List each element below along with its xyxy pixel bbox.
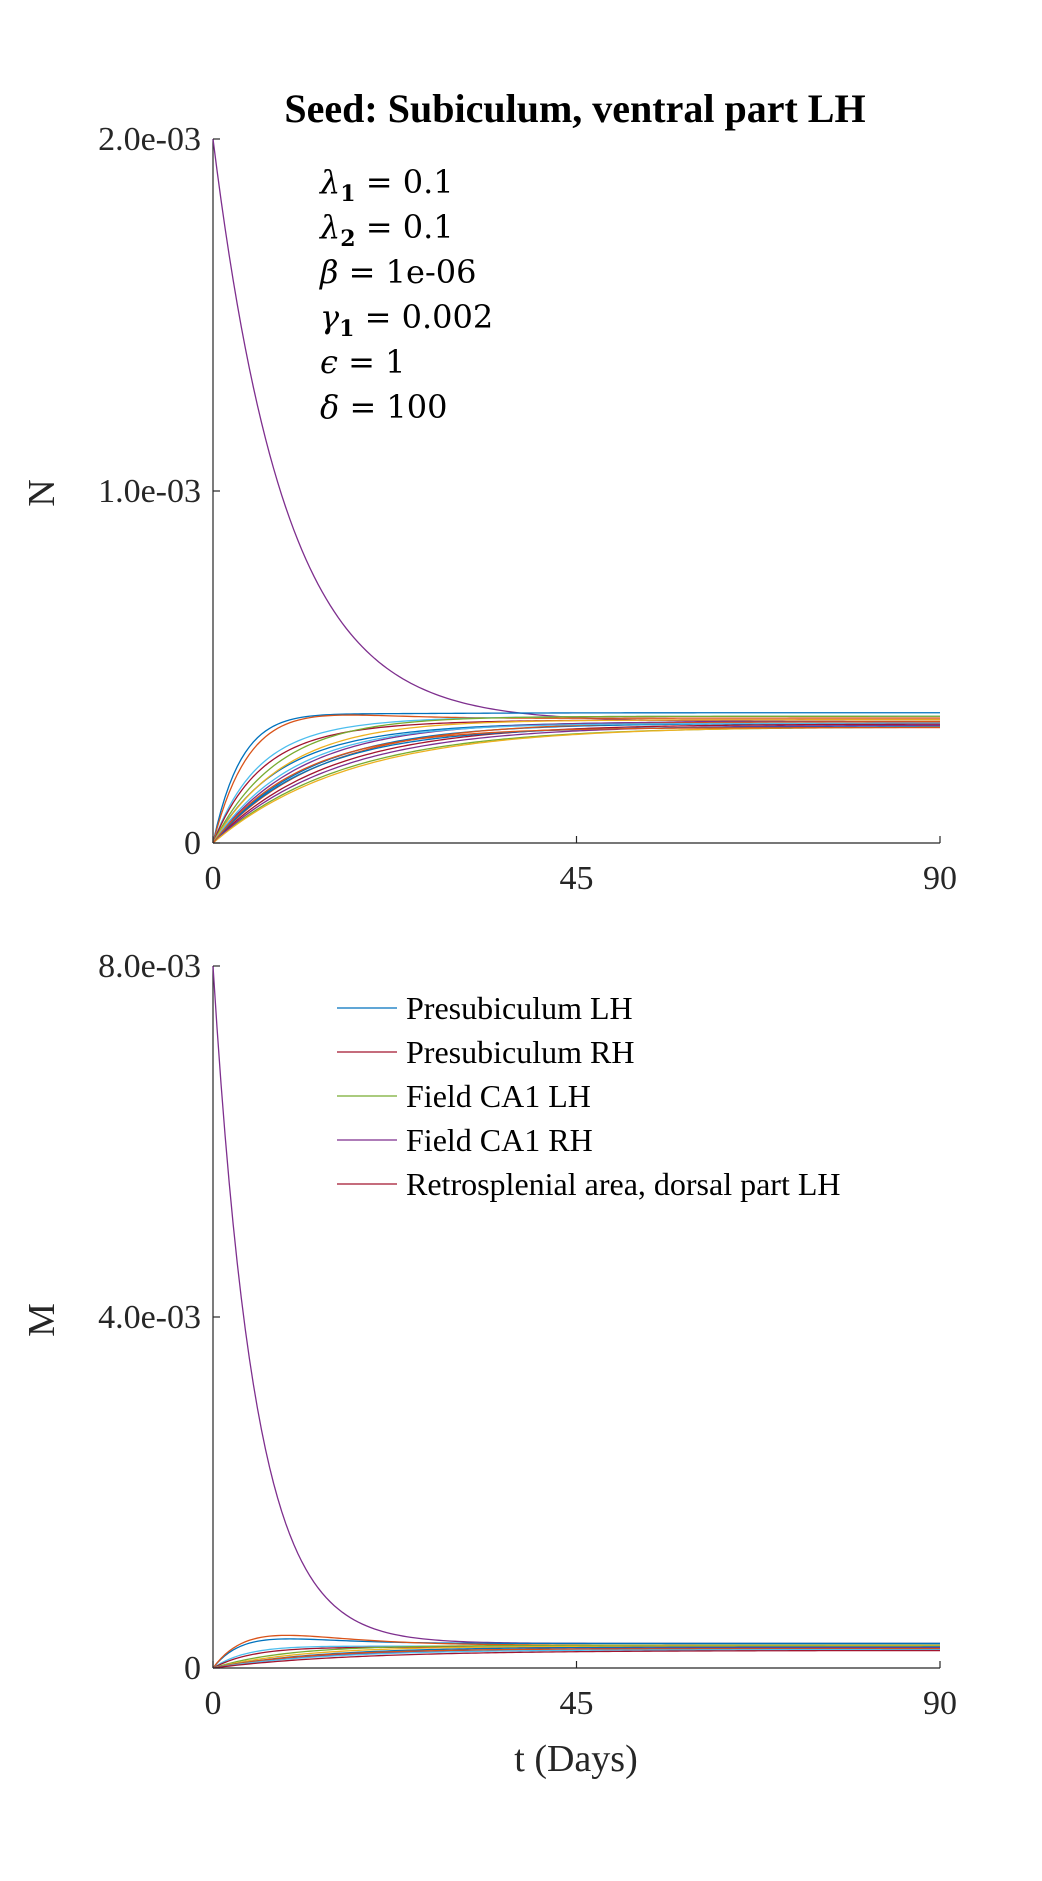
chart-title: Seed: Subiculum, ventral part LH	[284, 86, 865, 131]
series-line-17	[212, 726, 940, 844]
y-tick-label: 0	[184, 825, 201, 862]
series-line-13	[212, 726, 941, 844]
series-line-6	[212, 1645, 940, 1669]
series-line-16	[212, 726, 941, 844]
legend-label: Presubiculum RH	[406, 1034, 634, 1070]
x-axis-label: t (Days)	[514, 1738, 637, 1780]
series-line-15	[212, 726, 941, 844]
series-line-4	[212, 719, 940, 844]
x-tick-label: 45	[560, 860, 594, 897]
x-tick-label: 0	[205, 860, 222, 897]
series-group-n	[212, 138, 941, 844]
legend: Presubiculum LH Presubiculum RH Field CA1 …	[337, 990, 841, 1202]
series-line-1	[212, 1638, 940, 1669]
parameter-line: γ1 = 0.002	[320, 298, 493, 342]
parameter-line: β = 1e-06	[319, 253, 476, 291]
series-line-6	[212, 715, 940, 844]
y-tick-label: 1.0e-03	[98, 473, 201, 510]
y-axis-label-n: N	[21, 479, 63, 506]
legend-label: Field CA1 LH	[406, 1078, 591, 1114]
legend-label: Field CA1 RH	[406, 1122, 593, 1158]
plot-area-m: 0 45 90 0 4.0e-03 8.0e-03	[98, 948, 957, 1722]
y-tick-label: 2.0e-03	[98, 121, 201, 158]
y-tick-label: 8.0e-03	[98, 948, 201, 985]
x-tick-label: 45	[560, 1685, 594, 1722]
plot-area-n: 0 45 90 0 1.0e-03 2.0e-03	[98, 121, 957, 897]
legend-label: Retrosplenial area, dorsal part LH	[406, 1166, 841, 1202]
x-tick-label: 0	[205, 1685, 222, 1722]
series-line-11	[212, 722, 941, 844]
series-line-10	[212, 1648, 940, 1669]
series-line-12	[212, 723, 940, 844]
series-line-1	[212, 712, 940, 844]
panel-m: 0 45 90 0 4.0e-03 8.0e-03 M t (Days) Presubic…	[21, 948, 957, 1780]
series-line-5	[212, 1644, 940, 1669]
ticks-m: 0 45 90 0 4.0e-03 8.0e-03	[98, 948, 957, 1722]
ticks-n: 0 45 90 0 1.0e-03 2.0e-03	[98, 121, 957, 897]
x-tick-label: 90	[923, 860, 957, 897]
series-line-9	[212, 1648, 940, 1669]
parameter-line: ϵ = 1	[320, 343, 405, 381]
series-group-m	[212, 965, 940, 1669]
series-line-11	[212, 1649, 940, 1669]
series-line-2	[212, 714, 940, 844]
legend-label: Presubiculum LH	[406, 990, 633, 1026]
parameter-line: λ1 = 0.1	[318, 163, 454, 207]
series-line-14	[212, 724, 941, 844]
y-tick-label: 0	[184, 1650, 201, 1687]
series-line-9	[212, 722, 940, 844]
panel-n: Seed: Subiculum, ventral part LH 0 45 90 0 1…	[21, 86, 957, 897]
parameter-line: δ = 100	[320, 388, 448, 426]
y-tick-label: 4.0e-03	[98, 1299, 201, 1336]
x-tick-label: 90	[923, 1685, 957, 1722]
y-axis-label-m: M	[21, 1303, 63, 1337]
series-line-7	[212, 719, 940, 844]
parameter-line: λ2 = 0.1	[318, 208, 454, 252]
